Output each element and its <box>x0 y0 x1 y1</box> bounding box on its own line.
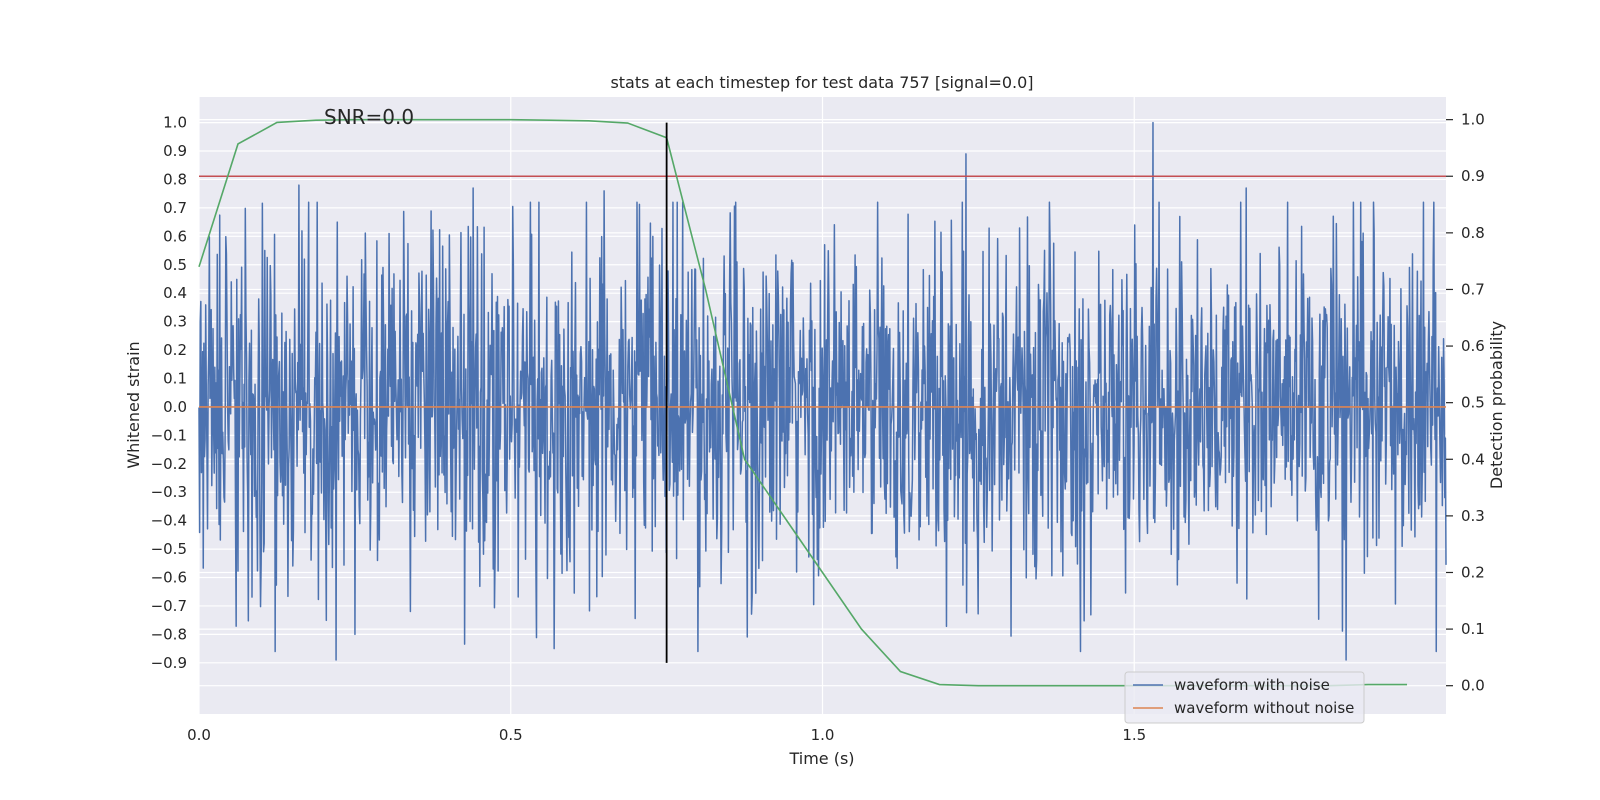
y-left-tick-label: 0.3 <box>163 313 187 331</box>
y-right-tick-label: 0.6 <box>1461 337 1485 355</box>
y-left-tick-label: 0.0 <box>163 398 187 416</box>
y-right-tick-label: 0.1 <box>1461 620 1485 638</box>
y-left-tick-label: 0.1 <box>163 369 187 387</box>
y-left-tick-label: −0.6 <box>151 569 187 587</box>
y-left-tick-label: 0.7 <box>163 199 187 217</box>
x-tick-label: 0.0 <box>187 726 211 744</box>
y-left-tick-label: −0.9 <box>151 654 187 672</box>
y-left-tick-label: −0.4 <box>151 512 187 530</box>
y-left-tick-label: 1.0 <box>163 114 187 132</box>
x-axis-label: Time (s) <box>788 749 854 768</box>
y-right-tick-label: 0.4 <box>1461 450 1485 468</box>
snr-annotation: SNR=0.0 <box>324 105 414 129</box>
y-left-tick-label: −0.1 <box>151 426 187 444</box>
legend-label-clean: waveform without noise <box>1174 699 1354 717</box>
y-left-tick-label: −0.5 <box>151 540 187 558</box>
ticks: 0.0 0.5 1.0 1.5 1.0 0.9 0.8 0.7 0.6 0.5 0.4 0.3 0.2 0… <box>151 111 1485 744</box>
y-left-tick-label: 0.9 <box>163 142 187 160</box>
y-right-tick-label: 0.0 <box>1461 677 1485 695</box>
y-right-tick-label: 0.7 <box>1461 280 1485 298</box>
legend-label-noise: waveform with noise <box>1174 676 1330 694</box>
y-right-tick-label: 0.3 <box>1461 507 1485 525</box>
y-left-tick-label: −0.7 <box>151 597 187 615</box>
legend-box <box>1124 671 1365 724</box>
y-axis-label-left: Whitened strain <box>124 341 143 468</box>
x-tick-label: 1.5 <box>1122 726 1146 744</box>
legend: waveform with noise waveform without noi… <box>1124 671 1365 724</box>
y-left-tick-label: −0.2 <box>151 455 187 473</box>
series-waveform-with-noise <box>198 121 1447 661</box>
y-left-tick-label: −0.8 <box>151 625 187 643</box>
y-left-tick-label: 0.2 <box>163 341 187 359</box>
y-left-tick-label: 0.4 <box>163 284 187 302</box>
y-right-tick-label: 0.5 <box>1461 394 1485 412</box>
y-left-tick-label: 0.8 <box>163 170 187 188</box>
y-right-tick-label: 0.8 <box>1461 224 1485 242</box>
x-tick-label: 0.5 <box>499 726 523 744</box>
x-tick-label: 1.0 <box>811 726 835 744</box>
y-left-tick-label: 0.6 <box>163 227 187 245</box>
y-right-tick-label: 1.0 <box>1461 111 1485 129</box>
y-left-tick-label: 0.5 <box>163 256 187 274</box>
y-axis-label-right: Detection probability <box>1487 321 1506 489</box>
y-right-tick-label: 0.9 <box>1461 167 1485 185</box>
chart-title: stats at each timestep for test data 757… <box>610 73 1033 92</box>
y-right-tick-label: 0.2 <box>1461 563 1485 581</box>
y-left-tick-label: −0.3 <box>151 483 187 501</box>
